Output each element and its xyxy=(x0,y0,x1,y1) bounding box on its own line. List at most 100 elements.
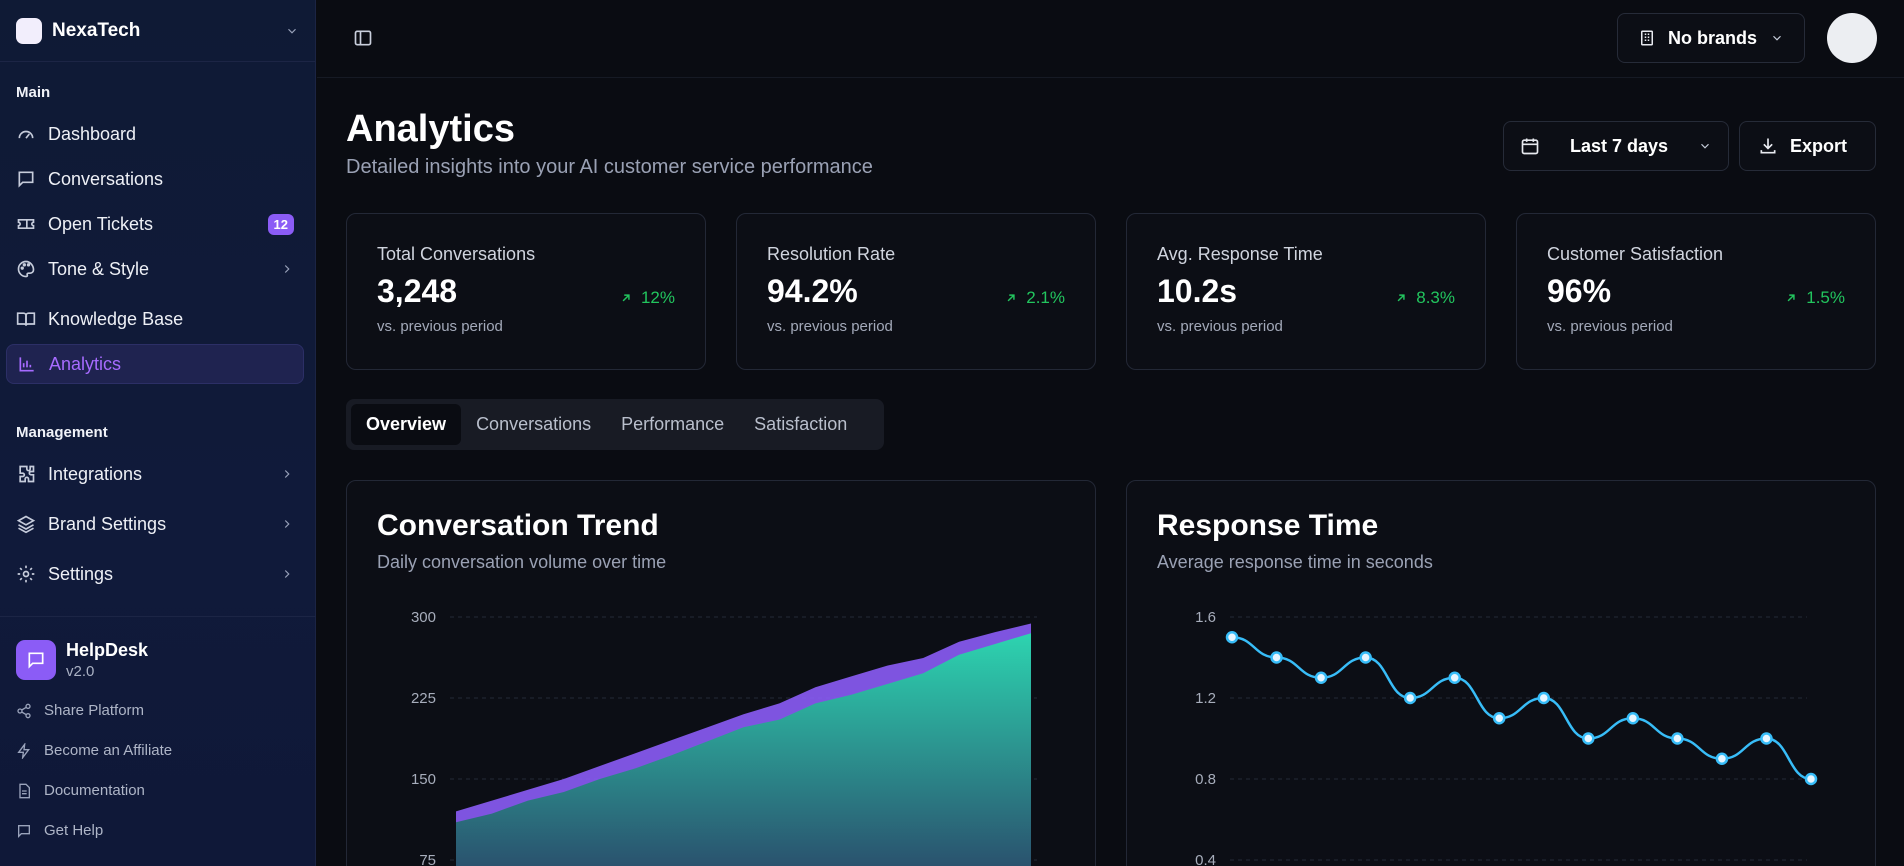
chevron-down-icon xyxy=(288,28,296,34)
trend-up-icon xyxy=(1787,294,1795,302)
data-point[interactable] xyxy=(1314,671,1328,684)
stat-value: 96% xyxy=(1547,273,1612,309)
chart-subtitle: Daily conversation volume over time xyxy=(377,552,667,572)
helpdesk-logo-icon xyxy=(16,640,56,680)
chevron-right-icon xyxy=(284,570,290,578)
stat-card-customer-satisfaction: Customer Satisfaction 96% 1.5% vs. previ… xyxy=(1516,213,1876,370)
stat-card-avg-response-time: Avg. Response Time 10.2s 8.3% vs. previo… xyxy=(1126,213,1486,370)
sidebar-item-label: Settings xyxy=(48,563,114,584)
data-point[interactable] xyxy=(1448,671,1461,684)
data-point[interactable] xyxy=(1225,631,1239,644)
topbar: No brands xyxy=(317,0,1904,78)
brand-logo xyxy=(16,17,42,44)
response-time-card: 1.6 1.2 0.8 0.4 Response Time Average respo… xyxy=(1126,480,1876,866)
y-tick-label: 1.2 xyxy=(1195,690,1216,707)
book-icon xyxy=(16,309,36,329)
trend-up-icon xyxy=(1007,294,1015,302)
sidebar-item-dashboard[interactable]: Dashboard xyxy=(6,114,304,154)
tab-performance[interactable]: Performance xyxy=(621,414,725,434)
stat-value: 3,248 xyxy=(377,273,458,309)
sidebar-divider xyxy=(0,616,316,617)
calendar-icon xyxy=(1521,138,1539,155)
conversation-trend-card: 300 225 150 75 Conversation Trend Daily con… xyxy=(346,480,1096,866)
sidebar-item-conversations[interactable]: Conversations xyxy=(6,159,304,199)
data-point[interactable] xyxy=(1804,772,1818,786)
stat-value: 94.2% xyxy=(767,273,858,309)
stat-change: 1.5% xyxy=(1784,288,1845,308)
brands-dropdown[interactable]: No brands xyxy=(1617,13,1805,63)
chevron-right-icon xyxy=(284,470,290,478)
sidebar-item-brand-settings[interactable]: Brand Settings xyxy=(6,504,304,544)
data-point[interactable] xyxy=(1359,651,1372,664)
chart-title: Response Time xyxy=(1157,509,1379,542)
sidebar-item-knowledge-base[interactable]: Knowledge Base xyxy=(6,299,304,339)
footer-link-label: Get Help xyxy=(44,822,104,839)
stat-label: Customer Satisfaction xyxy=(1547,244,1724,264)
sidebar-item-label: Open Tickets xyxy=(48,213,154,234)
date-range-select[interactable]: Last 7 days xyxy=(1503,121,1729,171)
trend-up-icon xyxy=(1397,294,1405,302)
layers-icon xyxy=(16,514,36,534)
product-info: HelpDesk v2.0 xyxy=(16,640,148,680)
stat-label: Total Conversations xyxy=(377,244,536,264)
data-point[interactable] xyxy=(1492,712,1506,725)
data-point[interactable] xyxy=(1537,691,1551,705)
sidebar-item-open-tickets[interactable]: Open Tickets 12 xyxy=(6,204,304,244)
stat-value: 10.2s xyxy=(1157,273,1238,309)
brand-switcher[interactable]: NexaTech xyxy=(0,0,315,62)
get-help-link[interactable]: Get Help xyxy=(16,822,103,839)
chevron-right-icon xyxy=(284,265,290,273)
become-affiliate-link[interactable]: Become an Affiliate xyxy=(16,742,172,759)
export-label: Export xyxy=(1790,135,1848,156)
data-point[interactable] xyxy=(1671,732,1684,745)
data-point[interactable] xyxy=(1760,732,1773,745)
chart-subtitle: Average response time in seconds xyxy=(1157,552,1433,572)
chevron-down-icon xyxy=(1773,35,1781,41)
tab-conversations[interactable]: Conversations xyxy=(476,414,592,434)
sidebar-item-integrations[interactable]: Integrations xyxy=(6,454,304,494)
y-tick-label: 0.4 xyxy=(1195,852,1216,866)
sidebar: NexaTech Main Dashboard Conversations Op… xyxy=(0,0,316,866)
user-avatar[interactable] xyxy=(1827,13,1877,63)
gear-icon xyxy=(16,564,36,584)
stat-change-value: 1.5% xyxy=(1806,288,1845,307)
tab-overview[interactable]: Overview xyxy=(351,404,462,445)
product-name: HelpDesk xyxy=(66,640,149,660)
bar-chart-icon xyxy=(17,354,37,374)
share-platform-link[interactable]: Share Platform xyxy=(16,702,144,719)
chat-icon xyxy=(16,823,32,839)
area-series-main xyxy=(456,633,1031,866)
tab-satisfaction[interactable]: Satisfaction xyxy=(754,414,848,434)
trend-up-icon xyxy=(622,294,630,302)
sidebar-item-label: Brand Settings xyxy=(48,513,167,534)
download-icon xyxy=(1760,138,1776,154)
stat-card-resolution-rate: Resolution Rate 94.2% 2.1% vs. previous … xyxy=(736,213,1096,370)
sidebar-item-label: Dashboard xyxy=(48,123,137,144)
puzzle-icon xyxy=(16,464,36,484)
section-label-management: Management xyxy=(16,424,108,441)
data-point[interactable] xyxy=(1270,651,1283,664)
sidebar-item-settings[interactable]: Settings xyxy=(6,554,304,594)
stat-change: 2.1% xyxy=(1004,288,1065,308)
sidebar-toggle-icon[interactable] xyxy=(353,28,373,48)
sidebar-item-tone-style[interactable]: Tone & Style xyxy=(6,249,304,289)
export-button[interactable]: Export xyxy=(1739,121,1876,171)
page-title: Analytics xyxy=(346,108,515,150)
data-point[interactable] xyxy=(1582,732,1595,745)
data-point[interactable] xyxy=(1403,691,1417,705)
analytics-tabs: Overview Conversations Performance Satis… xyxy=(346,399,884,450)
sidebar-item-analytics[interactable]: Analytics xyxy=(6,344,304,384)
stat-note: vs. previous period xyxy=(767,318,893,335)
open-tickets-badge: 12 xyxy=(267,213,294,235)
stat-change-value: 8.3% xyxy=(1416,288,1455,307)
data-point[interactable] xyxy=(1626,712,1640,725)
documentation-link[interactable]: Documentation xyxy=(16,782,145,799)
y-tick-label: 0.8 xyxy=(1195,771,1216,788)
date-range-label: Last 7 days xyxy=(1569,135,1669,156)
footer-link-label: Share Platform xyxy=(44,702,145,719)
stat-label: Avg. Response Time xyxy=(1157,244,1323,264)
data-point[interactable] xyxy=(1715,752,1729,765)
chevron-down-icon xyxy=(1701,143,1709,149)
palette-icon xyxy=(16,259,36,279)
stat-card-total-conversations: Total Conversations 3,248 12% vs. previo… xyxy=(346,213,706,370)
